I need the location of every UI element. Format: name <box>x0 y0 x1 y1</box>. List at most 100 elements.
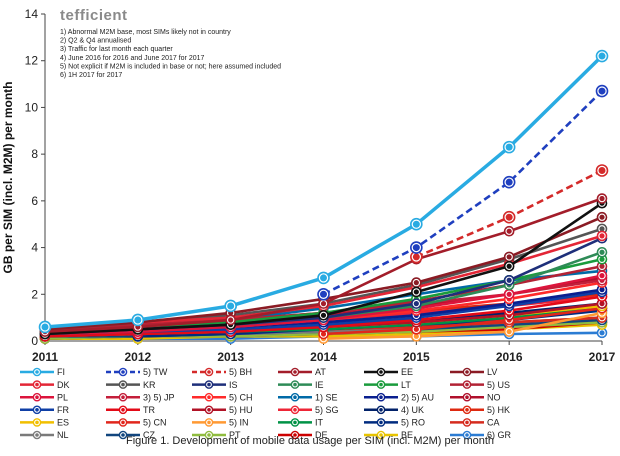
legend-entry: DE <box>278 430 328 440</box>
data-point-flag <box>320 274 327 282</box>
data-point-flag <box>599 301 605 307</box>
data-point-flag <box>413 289 419 295</box>
legend-label: 5) TW <box>143 367 168 377</box>
x-tick-label: 2013 <box>217 350 244 364</box>
data-point-flag <box>599 233 605 239</box>
legend-entry: CA <box>450 418 500 428</box>
footnote: 6) 1H 2017 for 2017 <box>60 72 122 79</box>
series-line <box>322 90 603 296</box>
legend-entry: TR <box>106 405 155 415</box>
legend-entry: 5) US <box>450 380 510 390</box>
brand-logo: tefficient <box>60 7 128 24</box>
legend-entry: ES <box>20 418 69 428</box>
legend-swatch-dot <box>465 382 469 387</box>
y-tick-label: 6 <box>31 194 38 208</box>
legend-entry: IT <box>278 418 324 428</box>
x-tick-label: 2015 <box>403 350 430 364</box>
series-5-bh <box>410 164 609 264</box>
data-point-flag <box>599 256 605 262</box>
legend-label: IT <box>315 418 324 428</box>
legend-label: 3) 5) JP <box>143 392 175 402</box>
legend-swatch-dot <box>379 433 383 437</box>
data-point-flag <box>413 333 419 339</box>
legend-label: TR <box>143 405 155 415</box>
legend-entry: IE <box>278 380 324 390</box>
legend-label: 4) UK <box>401 405 424 415</box>
data-point-flag <box>505 143 513 151</box>
legend-swatch-dot <box>207 433 211 437</box>
footnote: 1) Abnormal M2M base, most SIMs likely n… <box>60 29 231 36</box>
chart-series <box>38 49 609 344</box>
data-point-flag <box>413 326 419 332</box>
x-tick-label: 2011 <box>32 350 58 364</box>
legend-label: 5) CH <box>229 392 253 402</box>
legend-label: CZ <box>143 430 155 440</box>
figure-caption: Figure 1. Development of mobile data usa… <box>126 435 494 447</box>
data-point-flag <box>320 301 327 307</box>
legend-entry: BE <box>364 430 413 440</box>
legend-label: 1) SE <box>315 392 338 402</box>
legend-label: NL <box>57 430 69 440</box>
data-point-flag <box>320 312 327 318</box>
y-tick-label: 14 <box>25 7 39 21</box>
legend-label: 2) 5) AU <box>401 392 434 402</box>
legend-entry: AT <box>278 367 326 377</box>
series-fi <box>38 49 609 334</box>
series-line <box>323 307 603 336</box>
legend-swatch-dot <box>465 408 469 412</box>
legend-swatch-dot <box>35 382 39 387</box>
legend-label: 6) GR <box>487 430 512 440</box>
legend-label: IS <box>229 380 238 390</box>
legend-swatch-dot <box>35 370 39 374</box>
data-point-flag <box>413 280 419 286</box>
x-tick-label: 2017 <box>589 350 616 364</box>
legend-label: 5) BH <box>229 367 252 377</box>
data-point-flag <box>506 254 512 260</box>
legend-entry: 5) CH <box>192 392 253 402</box>
legend-swatch-dot <box>121 370 125 374</box>
legend-swatch-dot <box>465 395 469 400</box>
legend-swatch-dot <box>293 395 297 400</box>
data-point-flag <box>320 290 327 298</box>
legend-entry: 5) RO <box>364 418 425 428</box>
legend-swatch-dot <box>293 420 297 425</box>
legend-entry: 6) GR <box>450 430 512 440</box>
legend-swatch-dot <box>35 433 39 437</box>
legend-label: DK <box>57 380 70 390</box>
legend-label: 5) HK <box>487 405 510 415</box>
data-point-flag <box>506 329 512 335</box>
chart-notes: 1) Abnormal M2M base, most SIMs likely n… <box>60 29 281 79</box>
legend-label: FI <box>57 367 65 377</box>
data-point-flag <box>599 287 605 293</box>
data-point-flag <box>599 214 605 220</box>
legend-label: PT <box>229 430 241 440</box>
legend-label: 5) RO <box>401 418 425 428</box>
legend-label: 5) HU <box>229 405 253 415</box>
data-point-flag <box>41 323 49 331</box>
chart-legend: FI 5) TW 5) BH AT EE LV DK KR IS IE LT 5) US PL 3) 5)… <box>20 367 512 440</box>
legend-swatch-dot <box>207 408 211 412</box>
legend-swatch-dot <box>35 408 39 412</box>
legend-entry: FR <box>20 405 69 415</box>
y-axis-label: GB per SIM (incl. M2M) per month <box>1 81 15 273</box>
legend-swatch-dot <box>379 382 383 387</box>
footnote: 4) June 2016 for 2016 and June 2017 for … <box>60 55 204 62</box>
legend-entry: 5) IN <box>192 418 249 428</box>
series-line <box>323 311 603 340</box>
legend-label: IE <box>315 380 324 390</box>
legend-entry: 5) HU <box>192 405 253 415</box>
y-tick-label: 8 <box>31 147 38 161</box>
data-point-flag <box>599 330 605 336</box>
data-point-flag <box>506 263 512 269</box>
legend-label: 5) US <box>487 380 510 390</box>
data-point-flag <box>505 178 513 186</box>
legend-label: NO <box>487 392 501 402</box>
legend-entry: 1) SE <box>278 392 338 402</box>
data-point-flag <box>506 228 512 234</box>
legend-entry: PL <box>20 392 68 402</box>
legend-entry: DK <box>20 380 70 390</box>
legend-entry: 2) 5) AU <box>364 392 434 402</box>
legend-label: CA <box>487 418 500 428</box>
legend-entry: 5) SG <box>278 405 339 415</box>
